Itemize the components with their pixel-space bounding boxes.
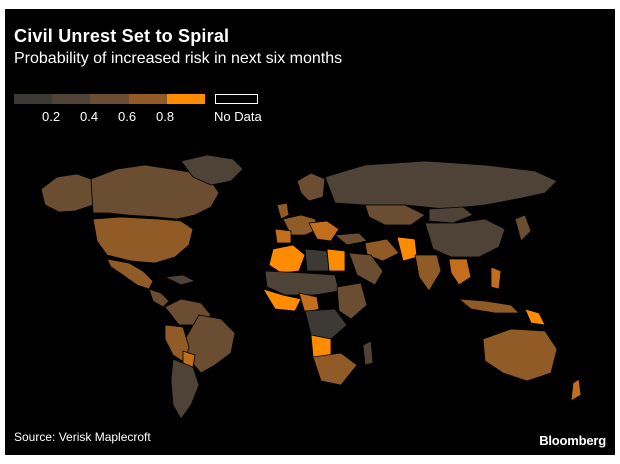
indonesia-region [458,298,520,314]
usa-region [92,216,194,264]
central-america-region [148,288,170,308]
sahel-region [264,270,340,296]
australia-region [482,328,558,382]
alaska-region [40,173,94,213]
canada-region [90,164,220,220]
papua-region [524,308,546,326]
legend-swatch-0.2-0.4 [52,94,90,104]
central-africa-region [304,308,348,340]
libya-region [304,248,330,272]
nigeria-region [298,292,320,314]
legend-swatch-0.4-0.6 [90,94,129,104]
pakistan-afghanistan-region [396,236,418,262]
north-africa-region [268,244,306,274]
russia-region [324,160,558,210]
legend-swatch-0.8-1 [167,94,205,104]
turkey-region [334,232,368,246]
madagascar-region [362,340,374,366]
source-note: Source: Verisk Maplecroft [14,430,151,444]
southeast-asia-region [448,258,472,286]
chart-panel: Civil Unrest Set to Spiral Probability o… [5,9,615,455]
legend-swatch-0-0.2 [14,94,52,104]
legend-tick-label: 0.4 [80,109,99,124]
china-region [424,218,506,258]
west-africa-region [262,288,302,312]
legend-swatch-no-data [215,94,258,104]
east-africa-region [336,282,368,320]
philippines-region [490,266,502,290]
new-zealand-region [570,378,582,402]
caribbean-region [164,274,196,286]
india-region [414,254,442,292]
chart-subtitle: Probability of increased risk in next si… [14,50,343,67]
brand-logo: Bloomberg [539,433,606,448]
chart-title: Civil Unrest Set to Spiral [14,26,230,46]
kazakhstan-region [364,204,426,226]
arabia-region [348,252,384,286]
world-risk-map [40,154,582,420]
japan-region [514,214,532,242]
legend-no-data-label: No Data [214,109,262,124]
legend-tick-label: 0.8 [156,109,175,124]
argentina-chile-region [170,358,200,420]
greenland-region [180,154,244,186]
iran-region [364,238,400,262]
scandinavia-region [296,172,326,202]
legend-swatch-0.6-0.8 [129,94,167,104]
mexico-region [106,258,154,290]
legend-tick-label: 0.2 [42,109,61,124]
uk-region [276,202,290,220]
egypt-region [326,248,346,272]
angola-region [310,334,332,358]
mongolia-region [428,206,474,224]
southern-africa-region [312,352,358,386]
italy-balkans-region [308,220,340,242]
iberia-region [274,228,292,244]
legend-tick-label: 0.6 [118,109,137,124]
